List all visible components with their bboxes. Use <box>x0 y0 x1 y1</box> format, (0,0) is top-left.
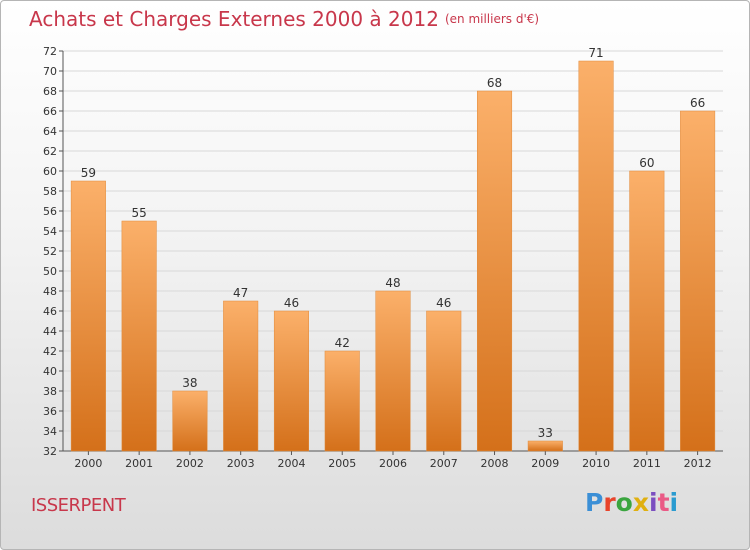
x-tick-label-2001: 2001 <box>125 457 153 470</box>
y-tick-label: 58 <box>43 185 57 198</box>
x-tick-label-2003: 2003 <box>227 457 255 470</box>
bar-2000[interactable] <box>70 180 106 452</box>
y-tick-label: 56 <box>43 205 57 218</box>
x-tick-label-2004: 2004 <box>277 457 305 470</box>
bar-2009[interactable] <box>527 440 563 452</box>
y-tick-label: 64 <box>43 125 57 138</box>
x-tick-label-2000: 2000 <box>74 457 102 470</box>
x-tick-label-2008: 2008 <box>481 457 509 470</box>
y-tick-label: 42 <box>43 345 57 358</box>
value-label-2008: 68 <box>487 76 502 90</box>
bar-2010[interactable] <box>578 60 614 452</box>
logo-letter: x <box>632 488 649 517</box>
value-label-2007: 46 <box>436 296 451 310</box>
value-label-2000: 59 <box>81 166 96 180</box>
y-tick-label: 60 <box>43 165 57 178</box>
y-tick-label: 48 <box>43 285 57 298</box>
y-tick-label: 70 <box>43 65 57 78</box>
x-tick-label-2012: 2012 <box>684 457 712 470</box>
logo-letter: P <box>585 488 604 517</box>
labels: 32 34 36 38 40 42 44 46 48 50 52 54 56 58 60 62 64 66 68 70… <box>43 45 712 470</box>
chart-title: Achats et Charges Externes 2000 à 2012 (e… <box>29 7 539 31</box>
x-tick-label-2005: 2005 <box>328 457 356 470</box>
y-tick-label: 34 <box>43 425 57 438</box>
y-tick-label: 32 <box>43 445 57 458</box>
bar-2003[interactable] <box>223 300 259 452</box>
logo-letter: t <box>657 488 670 517</box>
y-tick-label: 52 <box>43 245 57 258</box>
x-tick-label-2007: 2007 <box>430 457 458 470</box>
bar-2012[interactable] <box>680 110 716 452</box>
value-label-2001: 55 <box>132 206 147 220</box>
bar-2006[interactable] <box>375 290 411 452</box>
value-label-2010: 71 <box>588 46 603 60</box>
y-tick-label: 36 <box>43 405 57 418</box>
y-tick-label: 66 <box>43 105 57 118</box>
chart-title-text: Achats et Charges Externes 2000 à 2012 <box>29 7 439 31</box>
logo-letter: r <box>603 488 616 517</box>
chart-unit: (en milliers d'€) <box>444 12 540 26</box>
proxiti-logo[interactable]: Proxiti <box>585 488 678 517</box>
y-tick-label: 54 <box>43 225 57 238</box>
x-tick-label-2010: 2010 <box>582 457 610 470</box>
value-label-2002: 38 <box>182 376 197 390</box>
y-tick-label: 44 <box>43 325 57 338</box>
x-tick-label-2009: 2009 <box>531 457 559 470</box>
value-label-2003: 47 <box>233 286 248 300</box>
bar-2005[interactable] <box>324 350 360 452</box>
value-label-2009: 33 <box>538 426 553 440</box>
value-label-2012: 66 <box>690 96 705 110</box>
x-tick-label-2002: 2002 <box>176 457 204 470</box>
value-label-2006: 48 <box>385 276 400 290</box>
bar-2002[interactable] <box>172 390 208 452</box>
logo-letter: i <box>669 488 679 517</box>
y-tick-label: 38 <box>43 385 57 398</box>
bar-2007[interactable] <box>426 310 462 452</box>
bar-2001[interactable] <box>121 220 157 452</box>
y-tick-label: 68 <box>43 85 57 98</box>
y-tick-label: 50 <box>43 265 57 278</box>
y-tick-label: 72 <box>43 45 57 58</box>
x-tick-label-2006: 2006 <box>379 457 407 470</box>
bar-2008[interactable] <box>477 90 513 452</box>
bars <box>70 60 716 452</box>
y-tick-label: 40 <box>43 365 57 378</box>
logo-letter: i <box>649 488 658 517</box>
bar-2011[interactable] <box>629 170 665 452</box>
y-tick-label: 46 <box>43 305 57 318</box>
value-label-2011: 60 <box>639 156 654 170</box>
logo-letter: o <box>615 488 633 517</box>
value-label-2005: 42 <box>335 336 350 350</box>
value-label-2004: 46 <box>284 296 299 310</box>
y-tick-label: 62 <box>43 145 57 158</box>
x-tick-label-2011: 2011 <box>633 457 661 470</box>
town-name: ISSERPENT <box>31 495 126 516</box>
bar-2004[interactable] <box>273 310 309 452</box>
